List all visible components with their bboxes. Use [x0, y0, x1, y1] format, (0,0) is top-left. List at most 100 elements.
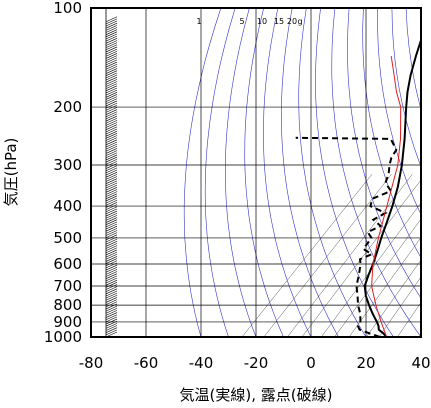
wind-barb	[105, 74, 118, 81]
wind-barb	[105, 98, 118, 105]
mixing-ratio-line	[366, 259, 421, 337]
wind-barb	[105, 238, 118, 245]
wind-barb	[105, 55, 118, 61]
y-tick-label: 600	[53, 255, 82, 273]
wind-barb	[105, 269, 118, 275]
wind-barb	[105, 223, 118, 230]
wind-barb	[105, 120, 118, 126]
mixing-ratio-label: 20	[287, 17, 297, 26]
wind-barb	[105, 221, 118, 228]
wind-barb	[105, 286, 118, 292]
wind-barb	[105, 210, 118, 217]
wind-barb	[105, 31, 118, 38]
wind-barb	[105, 76, 118, 83]
wind-barb	[105, 130, 118, 137]
dewpoint-line	[295, 136, 398, 337]
plot-frame	[90, 7, 422, 338]
wind-barb	[105, 111, 118, 118]
wind-barb	[105, 258, 118, 264]
wind-barb	[105, 318, 118, 325]
wind-barb	[105, 148, 118, 154]
wind-barb	[105, 20, 118, 27]
wind-barb	[105, 316, 118, 323]
wind-barb	[105, 193, 118, 200]
wind-barb	[105, 301, 118, 308]
wind-barb	[105, 329, 118, 336]
wind-barb	[105, 290, 118, 297]
dry-adiabat	[281, 8, 339, 337]
wind-barb	[105, 325, 118, 331]
wind-barb	[105, 109, 118, 115]
wind-barb	[105, 53, 118, 59]
y-tick-label: 200	[53, 98, 82, 116]
wind-barb	[105, 312, 118, 318]
mixing-ratio-lines	[241, 174, 421, 337]
mixing-ratio-line	[263, 174, 392, 337]
wind-barb	[105, 42, 118, 48]
wind-barb	[105, 40, 118, 46]
mixing-ratio-label: 10	[257, 17, 267, 26]
dry-adiabat	[244, 8, 284, 337]
mixing-ratio-line	[378, 276, 421, 337]
y-tick-label: 1000	[44, 328, 82, 346]
wind-barb	[105, 27, 118, 33]
dry-adiabats	[183, 8, 421, 337]
wind-barb	[105, 135, 118, 141]
y-tick-label: 700	[53, 277, 82, 295]
wind-barb	[105, 256, 118, 262]
mixing-ratio-line	[301, 179, 421, 337]
wind-barb	[105, 100, 118, 107]
x-tick-label: -40	[189, 354, 214, 372]
wind-barb	[105, 314, 118, 320]
y-tick-label: 900	[53, 313, 82, 331]
wind-barb	[105, 178, 118, 184]
wind-barb	[105, 161, 118, 167]
mixing-ratio-label: 1	[196, 17, 201, 26]
wind-barb	[105, 271, 118, 277]
y-tick-label: 500	[53, 229, 82, 247]
wind-barb	[105, 122, 118, 128]
wind-barb	[105, 22, 118, 29]
wind-barb	[105, 102, 118, 109]
mixing-ratio-line	[334, 218, 421, 337]
x-tick-label: -60	[134, 354, 159, 372]
wind-barb	[105, 215, 118, 221]
wind-barb	[105, 234, 118, 241]
wind-barb	[105, 180, 118, 187]
mixing-ratio-line	[321, 202, 421, 337]
wind-barb	[105, 189, 118, 195]
wind-barb	[105, 48, 118, 55]
wind-barb	[105, 16, 118, 22]
wind-barb	[105, 174, 118, 180]
wind-barb	[105, 156, 118, 163]
wind-barb	[105, 230, 118, 236]
wind-barb	[105, 117, 118, 124]
wind-barb	[105, 247, 118, 254]
mixing-ratio-line	[397, 302, 421, 337]
mixing-ratio-line	[287, 174, 413, 337]
y-tick-label: 800	[53, 296, 82, 314]
wind-barb	[105, 68, 118, 74]
wind-barb	[105, 18, 118, 25]
mixing-ratio-line	[241, 174, 373, 337]
wind-barb	[105, 245, 118, 251]
x-tick-labels: -80 -60 -40 -20 0 20 40	[79, 354, 431, 372]
wind-barb	[105, 96, 118, 102]
dry-adiabat	[263, 8, 312, 337]
wind-barb	[105, 146, 118, 152]
x-tick-label: -80	[79, 354, 104, 372]
wind-barb	[105, 83, 118, 89]
wind-barb	[105, 219, 118, 225]
wind-barbs	[105, 8, 118, 338]
wind-barb	[105, 133, 118, 139]
wind-barb	[105, 323, 118, 329]
dry-adiabat	[391, 8, 421, 168]
wind-barb	[105, 50, 118, 57]
wind-barb	[105, 253, 118, 260]
wind-barb	[105, 204, 118, 210]
wind-barb	[105, 46, 118, 53]
wind-barb	[105, 288, 118, 295]
wind-barb	[105, 44, 118, 51]
x-axis-label: 気温(実線), 露点(破線)	[180, 386, 333, 404]
wind-barb	[105, 310, 118, 316]
